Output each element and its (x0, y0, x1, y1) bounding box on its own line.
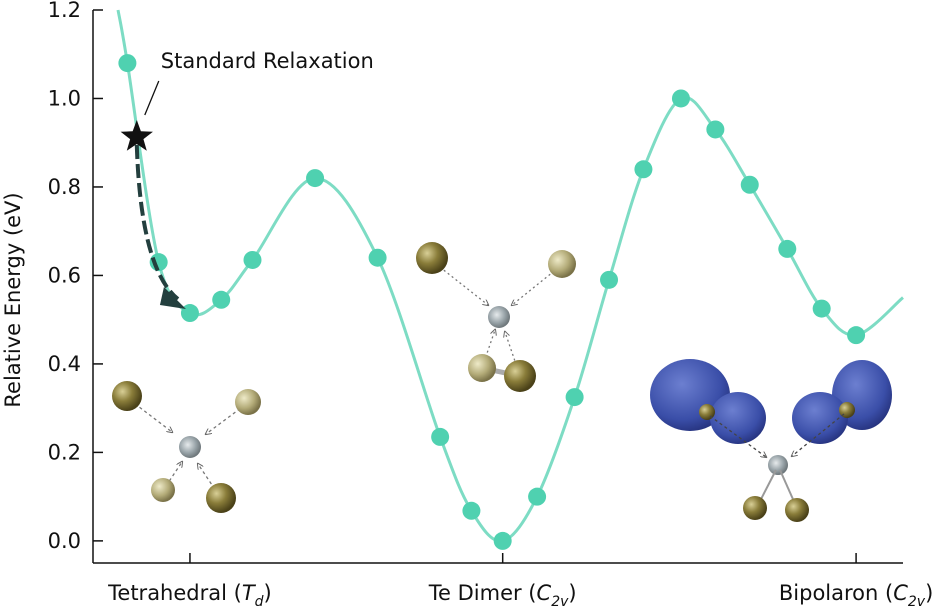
y-tick-label: 0.0 (48, 529, 81, 553)
molecule-bipolaron (650, 359, 892, 522)
star-marker (120, 119, 153, 151)
molecule-dimer (416, 242, 576, 392)
tick-symbol: C (537, 581, 552, 605)
data-point (118, 54, 137, 73)
data-point (462, 501, 481, 520)
relaxation-arrowhead (159, 287, 186, 310)
data-point (212, 290, 231, 309)
tick-prefix: Tetrahedral ( (107, 581, 242, 605)
data-point (812, 299, 831, 318)
data-point (431, 427, 450, 446)
data-point (671, 89, 690, 108)
data-point (778, 239, 797, 258)
tick-suffix: ) (264, 581, 272, 605)
tick-subscript: 2v (908, 594, 926, 610)
data-point (847, 326, 866, 345)
y-tick-label: 0.6 (48, 263, 81, 287)
data-point (740, 175, 759, 194)
x-tick-label: Bipolaron (C2v) (779, 581, 933, 610)
data-point (368, 248, 387, 267)
data-point (243, 250, 262, 269)
annotation-leader (144, 80, 160, 116)
tick-prefix: Bipolaron ( (779, 581, 893, 605)
x-tick-label: Tetrahedral (Td) (107, 581, 272, 610)
relaxation-path (134, 144, 180, 301)
tick-symbol: T (242, 581, 257, 605)
annotation: Standard Relaxation (161, 49, 374, 73)
molecule-tetrahedral (112, 381, 261, 513)
tick-subscript: 2v (551, 594, 569, 610)
tick-prefix: Te Dimer ( (428, 581, 537, 605)
data-point (634, 160, 653, 179)
y-tick-label: 0.4 (48, 352, 81, 376)
y-tick-label: 1.0 (48, 86, 81, 110)
tick-suffix: ) (925, 581, 933, 605)
data-point (706, 120, 725, 139)
y-tick-label: 1.2 (48, 0, 81, 22)
y-tick-label: 0.8 (48, 175, 81, 199)
x-tick-label: Te Dimer (C2v) (428, 581, 577, 610)
data-point (600, 270, 619, 289)
y-tick-label: 0.2 (48, 440, 81, 464)
tick-subscript: d (255, 594, 264, 610)
data-point (306, 169, 325, 188)
y-axis-label: Relative Energy (eV) (1, 192, 25, 407)
data-point (565, 388, 584, 407)
tick-suffix: ) (568, 581, 576, 605)
data-point (528, 487, 547, 506)
data-point (493, 531, 512, 550)
tick-symbol: C (893, 581, 908, 605)
